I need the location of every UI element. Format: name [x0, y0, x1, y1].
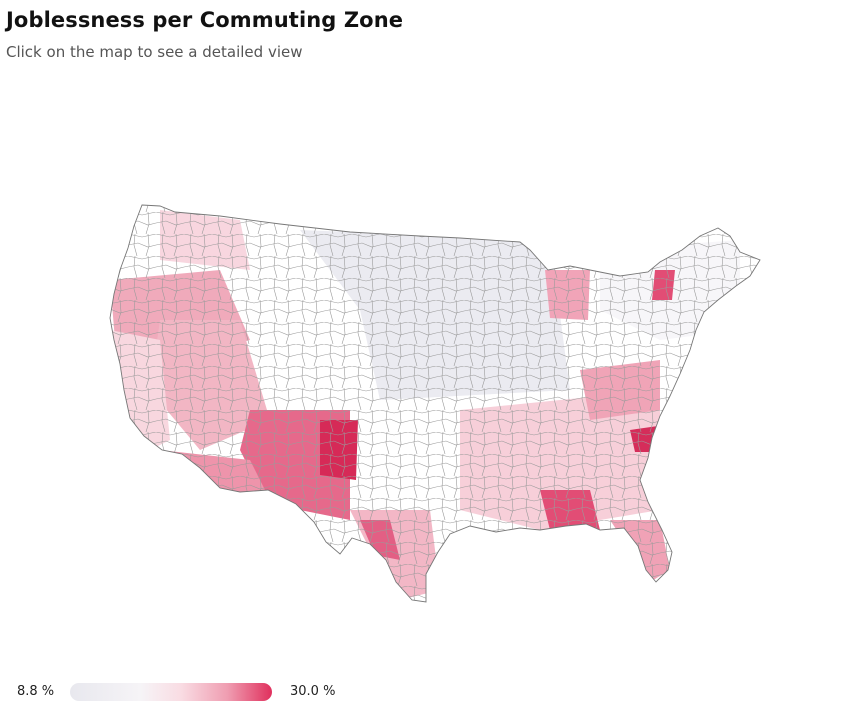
commuting-zones[interactable] [100, 190, 780, 620]
zone-borders [110, 205, 760, 602]
us-outline [109, 204, 761, 603]
map-svg[interactable] [100, 190, 780, 620]
page-subtitle: Click on the map to see a detailed view [6, 43, 303, 61]
color-legend: 8.8 % 30.0 % [0, 675, 400, 707]
legend-max-label: 30.0 % [290, 684, 336, 699]
legend-gradient-bar [70, 683, 272, 701]
legend-min-label: 8.8 % [17, 684, 55, 699]
page-title: Joblessness per Commuting Zone [6, 8, 404, 32]
us-commuting-zone-map[interactable] [100, 190, 780, 620]
